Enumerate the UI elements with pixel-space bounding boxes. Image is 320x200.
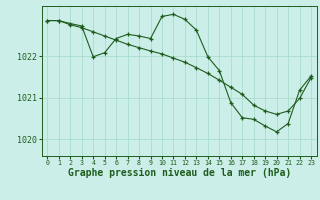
X-axis label: Graphe pression niveau de la mer (hPa): Graphe pression niveau de la mer (hPa) xyxy=(68,168,291,178)
